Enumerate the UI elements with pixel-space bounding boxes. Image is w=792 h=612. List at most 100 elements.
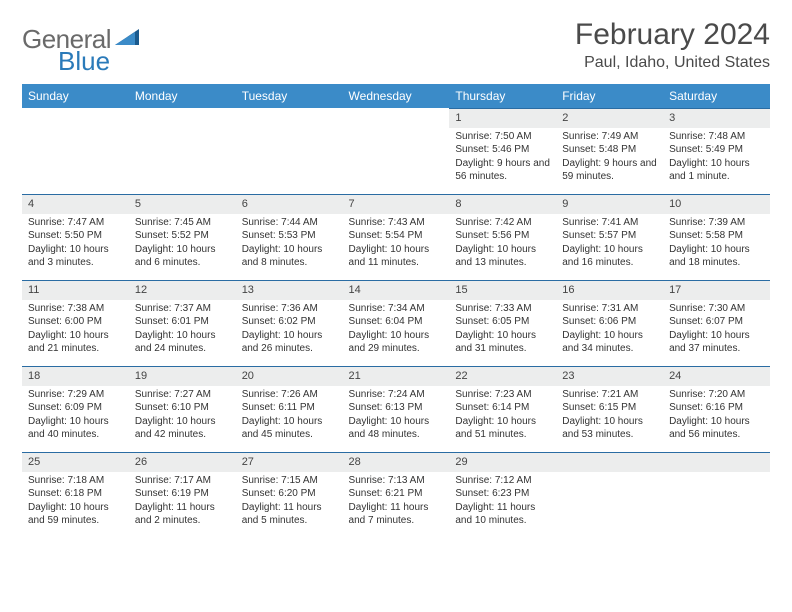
sunset-line: Sunset: 6:15 PM <box>562 401 657 415</box>
sunrise-line: Sunrise: 7:34 AM <box>349 302 444 316</box>
day-number: 7 <box>343 194 450 214</box>
daylight-line: Daylight: 10 hours and 16 minutes. <box>562 243 657 270</box>
daylight-line: Daylight: 11 hours and 2 minutes. <box>135 501 230 528</box>
daylight-line: Daylight: 10 hours and 1 minute. <box>669 157 764 184</box>
calendar-day-cell: 22Sunrise: 7:23 AMSunset: 6:14 PMDayligh… <box>449 366 556 452</box>
day-details: Sunrise: 7:39 AMSunset: 5:58 PMDaylight:… <box>663 216 770 270</box>
sunset-line: Sunset: 6:20 PM <box>242 487 337 501</box>
daylight-line: Daylight: 10 hours and 3 minutes. <box>28 243 123 270</box>
sunset-line: Sunset: 6:01 PM <box>135 315 230 329</box>
sunrise-line: Sunrise: 7:17 AM <box>135 474 230 488</box>
day-number: 24 <box>663 366 770 386</box>
sunset-line: Sunset: 6:10 PM <box>135 401 230 415</box>
daylight-line: Daylight: 10 hours and 40 minutes. <box>28 415 123 442</box>
calendar-day-cell: 4Sunrise: 7:47 AMSunset: 5:50 PMDaylight… <box>22 194 129 280</box>
sunset-line: Sunset: 5:49 PM <box>669 143 764 157</box>
daylight-line: Daylight: 10 hours and 11 minutes. <box>349 243 444 270</box>
sunset-line: Sunset: 6:16 PM <box>669 401 764 415</box>
calendar-day-cell: 5Sunrise: 7:45 AMSunset: 5:52 PMDaylight… <box>129 194 236 280</box>
sunset-line: Sunset: 6:07 PM <box>669 315 764 329</box>
sunrise-line: Sunrise: 7:20 AM <box>669 388 764 402</box>
daylight-line: Daylight: 10 hours and 13 minutes. <box>455 243 550 270</box>
sunrise-line: Sunrise: 7:30 AM <box>669 302 764 316</box>
day-number: 23 <box>556 366 663 386</box>
day-number: 3 <box>663 108 770 128</box>
calendar-week-row: 11Sunrise: 7:38 AMSunset: 6:00 PMDayligh… <box>22 280 770 366</box>
sunset-line: Sunset: 6:11 PM <box>242 401 337 415</box>
day-details: Sunrise: 7:29 AMSunset: 6:09 PMDaylight:… <box>22 388 129 442</box>
sunrise-line: Sunrise: 7:50 AM <box>455 130 550 144</box>
day-details: Sunrise: 7:27 AMSunset: 6:10 PMDaylight:… <box>129 388 236 442</box>
day-number: 22 <box>449 366 556 386</box>
calendar-day-cell: 21Sunrise: 7:24 AMSunset: 6:13 PMDayligh… <box>343 366 450 452</box>
calendar-day-cell: 28Sunrise: 7:13 AMSunset: 6:21 PMDayligh… <box>343 452 450 538</box>
sunset-line: Sunset: 6:05 PM <box>455 315 550 329</box>
calendar-day-cell: 9Sunrise: 7:41 AMSunset: 5:57 PMDaylight… <box>556 194 663 280</box>
day-header-cell: Sunday <box>22 84 129 108</box>
sunrise-line: Sunrise: 7:27 AM <box>135 388 230 402</box>
sunset-line: Sunset: 5:58 PM <box>669 229 764 243</box>
day-number: 13 <box>236 280 343 300</box>
day-number: 12 <box>129 280 236 300</box>
daylight-line: Daylight: 10 hours and 42 minutes. <box>135 415 230 442</box>
location-text: Paul, Idaho, United States <box>575 54 770 72</box>
calendar-day-cell: 10Sunrise: 7:39 AMSunset: 5:58 PMDayligh… <box>663 194 770 280</box>
day-details: Sunrise: 7:33 AMSunset: 6:05 PMDaylight:… <box>449 302 556 356</box>
calendar-day-cell: 15Sunrise: 7:33 AMSunset: 6:05 PMDayligh… <box>449 280 556 366</box>
calendar-day-cell: 20Sunrise: 7:26 AMSunset: 6:11 PMDayligh… <box>236 366 343 452</box>
sunset-line: Sunset: 6:21 PM <box>349 487 444 501</box>
sunrise-line: Sunrise: 7:39 AM <box>669 216 764 230</box>
day-number: 25 <box>22 452 129 472</box>
calendar-day-cell: 26Sunrise: 7:17 AMSunset: 6:19 PMDayligh… <box>129 452 236 538</box>
day-number: 21 <box>343 366 450 386</box>
day-details: Sunrise: 7:15 AMSunset: 6:20 PMDaylight:… <box>236 474 343 528</box>
calendar-day-cell: 11Sunrise: 7:38 AMSunset: 6:00 PMDayligh… <box>22 280 129 366</box>
day-details: Sunrise: 7:36 AMSunset: 6:02 PMDaylight:… <box>236 302 343 356</box>
sunset-line: Sunset: 5:53 PM <box>242 229 337 243</box>
day-details: Sunrise: 7:17 AMSunset: 6:19 PMDaylight:… <box>129 474 236 528</box>
calendar-day-cell: 8Sunrise: 7:42 AMSunset: 5:56 PMDaylight… <box>449 194 556 280</box>
sunrise-line: Sunrise: 7:21 AM <box>562 388 657 402</box>
sunset-line: Sunset: 6:04 PM <box>349 315 444 329</box>
calendar-empty-cell <box>663 452 770 538</box>
daylight-line: Daylight: 10 hours and 26 minutes. <box>242 329 337 356</box>
sunrise-line: Sunrise: 7:26 AM <box>242 388 337 402</box>
sunrise-line: Sunrise: 7:41 AM <box>562 216 657 230</box>
daylight-line: Daylight: 10 hours and 18 minutes. <box>669 243 764 270</box>
day-details: Sunrise: 7:30 AMSunset: 6:07 PMDaylight:… <box>663 302 770 356</box>
sunrise-line: Sunrise: 7:45 AM <box>135 216 230 230</box>
sunset-line: Sunset: 6:14 PM <box>455 401 550 415</box>
calendar-table: SundayMondayTuesdayWednesdayThursdayFrid… <box>22 84 770 538</box>
day-number: 6 <box>236 194 343 214</box>
day-details: Sunrise: 7:48 AMSunset: 5:49 PMDaylight:… <box>663 130 770 184</box>
sunrise-line: Sunrise: 7:33 AM <box>455 302 550 316</box>
day-details: Sunrise: 7:20 AMSunset: 6:16 PMDaylight:… <box>663 388 770 442</box>
day-details: Sunrise: 7:13 AMSunset: 6:21 PMDaylight:… <box>343 474 450 528</box>
calendar-day-cell: 23Sunrise: 7:21 AMSunset: 6:15 PMDayligh… <box>556 366 663 452</box>
sunrise-line: Sunrise: 7:13 AM <box>349 474 444 488</box>
day-number: 29 <box>449 452 556 472</box>
calendar-empty-cell <box>236 108 343 194</box>
calendar-empty-cell <box>343 108 450 194</box>
day-header-cell: Monday <box>129 84 236 108</box>
day-number: 28 <box>343 452 450 472</box>
sunset-line: Sunset: 6:09 PM <box>28 401 123 415</box>
sunset-line: Sunset: 6:19 PM <box>135 487 230 501</box>
sunrise-line: Sunrise: 7:31 AM <box>562 302 657 316</box>
sunrise-line: Sunrise: 7:48 AM <box>669 130 764 144</box>
day-number: 8 <box>449 194 556 214</box>
header: General February 2024 Paul, Idaho, Unite… <box>22 18 770 72</box>
day-number: 11 <box>22 280 129 300</box>
day-details: Sunrise: 7:24 AMSunset: 6:13 PMDaylight:… <box>343 388 450 442</box>
calendar-week-row: 1Sunrise: 7:50 AMSunset: 5:46 PMDaylight… <box>22 108 770 194</box>
calendar-day-cell: 7Sunrise: 7:43 AMSunset: 5:54 PMDaylight… <box>343 194 450 280</box>
day-header-cell: Wednesday <box>343 84 450 108</box>
calendar-day-cell: 25Sunrise: 7:18 AMSunset: 6:18 PMDayligh… <box>22 452 129 538</box>
day-number: 5 <box>129 194 236 214</box>
day-details: Sunrise: 7:26 AMSunset: 6:11 PMDaylight:… <box>236 388 343 442</box>
daylight-line: Daylight: 10 hours and 29 minutes. <box>349 329 444 356</box>
daylight-line: Daylight: 9 hours and 56 minutes. <box>455 157 550 184</box>
sunrise-line: Sunrise: 7:44 AM <box>242 216 337 230</box>
day-number: 9 <box>556 194 663 214</box>
day-number: 10 <box>663 194 770 214</box>
